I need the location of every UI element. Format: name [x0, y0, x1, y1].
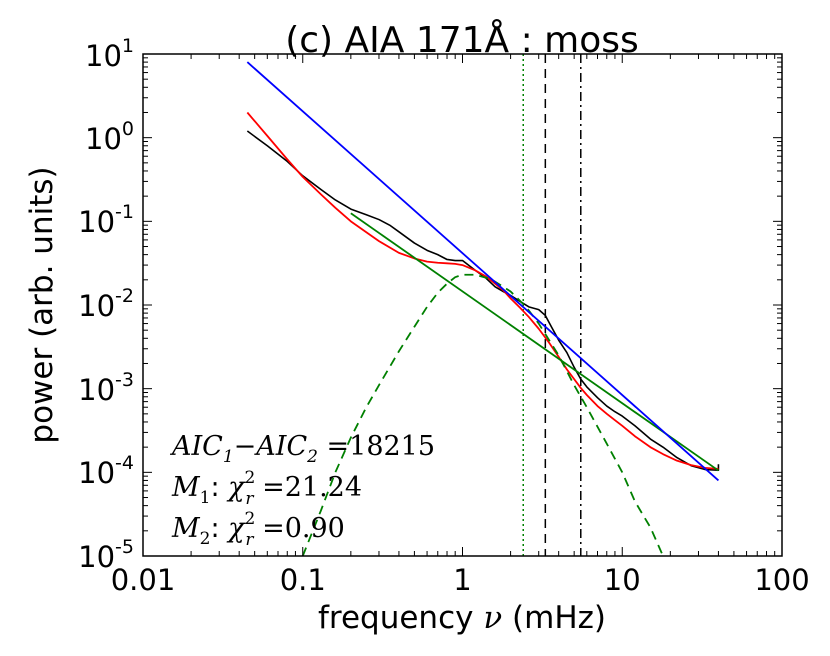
x-axis-label-suffix: (mHz) — [502, 600, 606, 636]
y-tick-base: 10 — [78, 373, 115, 407]
x-tick-labels: 0.01 0.1 1 10 100 — [111, 563, 810, 597]
series-single-power-law-model — [246, 61, 720, 482]
y-tick-exponent: -2 — [115, 285, 134, 307]
x-axis-label-symbol: ν — [483, 600, 502, 636]
y-tick-label-1e-4: 10-4 — [78, 452, 134, 490]
y-tick-label-1e-2: 10-2 — [78, 285, 134, 323]
y-tick-exponent: 1 — [122, 35, 134, 57]
x-tick-label-100: 100 — [754, 563, 809, 597]
chart-title: (c) AIA 171Å : moss — [285, 18, 639, 61]
x-axis-label-prefix: frequency — [318, 600, 483, 636]
series-gaussian-bump-component — [301, 273, 664, 556]
x-tick-label-0.01: 0.01 — [111, 563, 176, 597]
y-tick-exponent: 0 — [122, 118, 134, 140]
y-axis-label: power (arb. units) — [24, 166, 60, 443]
m2-annotation: M2: χ2 r =0.90 — [171, 509, 345, 550]
y-tick-base: 10 — [85, 122, 122, 156]
aic-annotation: AIC1−AIC2 =18215 — [169, 431, 435, 467]
y-tick-exponent: -3 — [115, 369, 134, 391]
y-tick-base: 10 — [85, 39, 122, 73]
series-data — [246, 130, 720, 472]
x-tick-label-1: 1 — [453, 563, 471, 597]
y-tick-label-1e1: 101 — [85, 35, 134, 73]
x-tick-label-10: 10 — [604, 563, 641, 597]
annotations: AIC1−AIC2 =18215 M1: χ2 r =21.24 M2: χ2 r … — [169, 431, 435, 550]
plot-area — [246, 54, 720, 556]
y-tick-exponent: -4 — [115, 452, 134, 474]
y-tick-base: 10 — [78, 205, 115, 239]
y-tick-base: 10 — [78, 289, 115, 323]
x-tick-label-0.1: 0.1 — [280, 563, 326, 597]
y-tick-exponent: -1 — [115, 201, 134, 223]
x-axis-label: frequency ν (mHz) — [318, 600, 606, 636]
y-tick-label-1e-5: 10-5 — [78, 536, 134, 574]
y-tick-label-1e-1: 10-1 — [78, 201, 134, 239]
y-tick-label-1e-3: 10-3 — [78, 369, 134, 407]
y-tick-base: 10 — [78, 540, 115, 574]
series-model-fit-total — [246, 111, 719, 470]
axis-ticks — [142, 53, 783, 557]
axes-frame — [142, 53, 783, 557]
y-tick-exponent: -5 — [115, 536, 134, 558]
series-power-law-component — [350, 212, 719, 472]
y-tick-base: 10 — [78, 456, 115, 490]
m1-annotation: M1: χ2 r =21.24 — [171, 468, 362, 509]
y-tick-labels: 10-5 10-4 10-3 10-2 10-1 100 101 — [78, 35, 134, 574]
y-tick-label-1e0: 100 — [85, 118, 134, 156]
